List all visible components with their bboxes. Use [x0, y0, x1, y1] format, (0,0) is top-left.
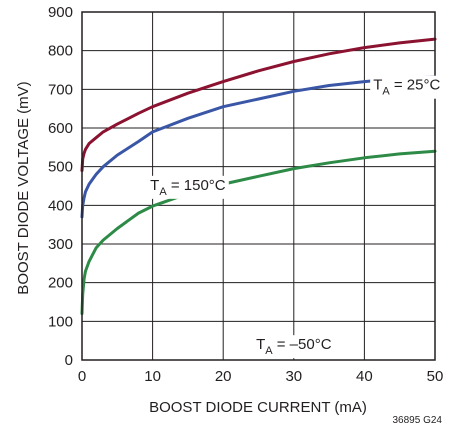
y-tick-label: 300 — [48, 236, 73, 253]
y-tick-label: 0 — [65, 352, 73, 369]
series-lines — [80, 37, 437, 316]
x-tick-label: 30 — [285, 368, 302, 385]
series-label-1: TA = –50°C — [256, 336, 332, 357]
x-tick-labels: 0 10 20 30 40 50 — [78, 368, 444, 385]
series-line-3 — [80, 149, 437, 316]
plot-frame — [81, 11, 436, 361]
series-label-3: TA = 150°C — [150, 177, 226, 198]
series-labels: TA = –50°C TA = 25°C TA = 150°C — [147, 75, 444, 359]
series-label-2: TA = 25°C — [373, 77, 440, 98]
y-tick-label: 200 — [48, 275, 73, 292]
y-tick-label: 600 — [48, 120, 73, 137]
y-tick-label: 100 — [48, 313, 73, 330]
y-tick-labels: 0 100 200 300 400 500 600 700 800 900 — [48, 4, 73, 369]
x-tick-label: 0 — [78, 368, 86, 385]
series-line-1 — [80, 37, 437, 172]
y-tick-label: 700 — [48, 81, 73, 98]
series-label-background — [147, 175, 229, 199]
series-label-background — [370, 75, 444, 99]
x-tick-label: 40 — [356, 368, 373, 385]
y-tick-label: 800 — [48, 43, 73, 60]
y-tick-label: 500 — [48, 159, 73, 176]
x-axis-title: BOOST DIODE CURRENT (mA) — [149, 399, 367, 416]
y-tick-label: 900 — [48, 4, 73, 21]
y-axis-title: BOOST DIODE VOLTAGE (mV) — [15, 81, 32, 294]
x-tick-label: 50 — [427, 368, 444, 385]
series-label-background — [253, 335, 335, 359]
series-line-2 — [80, 75, 437, 219]
x-tick-label: 20 — [215, 368, 232, 385]
y-tick-label: 400 — [48, 197, 73, 214]
figure-footnote: 36895 G24 — [393, 415, 443, 426]
grid — [81, 11, 436, 361]
x-tick-label: 10 — [144, 368, 161, 385]
